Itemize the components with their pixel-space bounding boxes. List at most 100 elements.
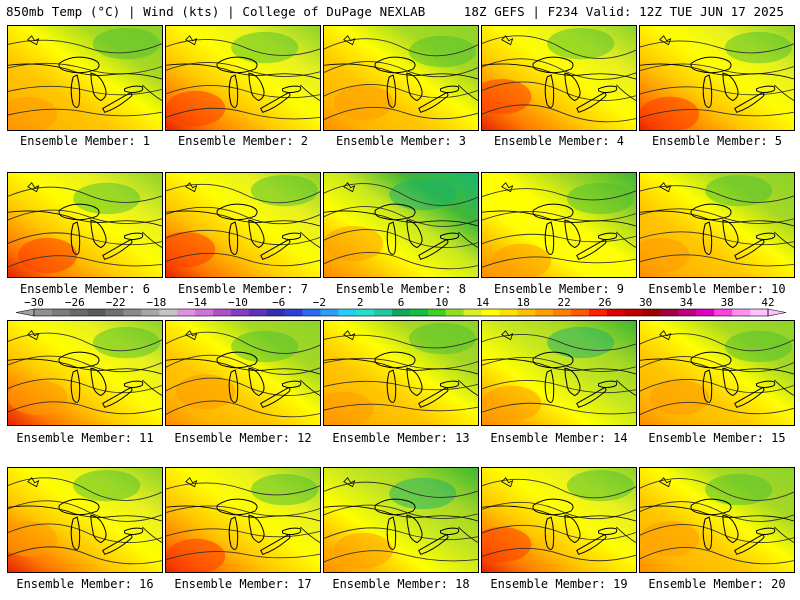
colorbar-swatch <box>409 309 429 316</box>
ensemble-map-panel <box>7 172 163 278</box>
colorbar-max-arrow <box>767 308 787 317</box>
ensemble-map-panel <box>481 320 637 426</box>
colorbar-swatch <box>445 309 464 316</box>
colorbar-swatch <box>732 309 751 316</box>
ensemble-map-panel <box>323 320 479 426</box>
colorbar-swatch <box>195 309 214 316</box>
colorbar-swatch <box>588 309 608 316</box>
colorbar-swatch <box>230 309 250 316</box>
colorbar-swatch <box>499 309 518 316</box>
temperature-map <box>482 321 636 425</box>
colorbar-min-arrow <box>15 308 35 317</box>
colorbar-tick-label: −6 <box>272 296 285 309</box>
panel-caption: Ensemble Member: 4 <box>493 134 625 148</box>
valid-time-label: 18Z GEFS | F234 Valid: 12Z TUE JUN 17 20… <box>463 4 784 19</box>
colorbar-tick-label: −18 <box>146 296 166 309</box>
colorbar-swatch <box>374 309 393 316</box>
temperature-colorbar: −30 −26 −22 −18 −14 −10 −6 −2 2 6 10 14 18 22 26 30 34 38… <box>15 296 787 317</box>
colorbar-swatch <box>624 309 643 316</box>
colorbar-tick-label: 30 <box>639 296 652 309</box>
panel-caption: Ensemble Member: 16 <box>16 577 154 591</box>
panel-caption: Ensemble Member: 14 <box>490 431 628 445</box>
colorbar-tick-label: 26 <box>598 296 611 309</box>
colorbar-swatch <box>284 309 303 316</box>
colorbar-swatch <box>517 309 536 316</box>
colorbar-tick-label: 22 <box>557 296 570 309</box>
colorbar-swatch <box>571 309 590 316</box>
colorbar-swatch <box>34 309 53 316</box>
ensemble-map-panel <box>165 467 321 573</box>
ensemble-map-panel <box>7 25 163 131</box>
temperature-map <box>166 26 320 130</box>
colorbar-swatch <box>123 309 142 316</box>
panel-caption: Ensemble Member: 1 <box>19 134 151 148</box>
colorbar-swatch <box>213 309 232 316</box>
temperature-map <box>8 26 162 130</box>
colorbar-swatch <box>392 309 411 316</box>
ensemble-map-panel <box>165 320 321 426</box>
colorbar-swatch <box>427 309 447 316</box>
panel-caption: Ensemble Member: 9 <box>493 282 625 296</box>
colorbar-swatch <box>320 309 339 316</box>
colorbar-tick-label: −30 <box>24 296 44 309</box>
temperature-map <box>640 321 794 425</box>
ensemble-map-panel <box>7 467 163 573</box>
panel-caption: Ensemble Member: 20 <box>648 577 786 591</box>
colorbar-swatch <box>678 309 697 316</box>
panel-caption: Ensemble Member: 18 <box>332 577 470 591</box>
colorbar-tick-label: 18 <box>517 296 530 309</box>
colorbar-swatch <box>248 309 268 316</box>
ensemble-map-panel <box>323 25 479 131</box>
colorbar-swatch <box>356 309 375 316</box>
panel-caption: Ensemble Member: 2 <box>177 134 309 148</box>
temperature-map <box>640 26 794 130</box>
colorbar-swatch <box>302 309 321 316</box>
colorbar-swatch <box>177 309 196 316</box>
colorbar-tick-label: −10 <box>228 296 248 309</box>
temperature-map <box>324 173 478 277</box>
panel-caption: Ensemble Member: 6 <box>19 282 151 296</box>
colorbar-tick-label: 38 <box>721 296 734 309</box>
temperature-map <box>482 468 636 572</box>
colorbar-tick-label: 34 <box>680 296 694 309</box>
colorbar-swatch <box>481 309 500 316</box>
ensemble-map-panel <box>639 320 795 426</box>
ensemble-map-panel <box>639 467 795 573</box>
colorbar-tick-label: −22 <box>106 296 126 309</box>
ensemble-map-panel <box>481 25 637 131</box>
panel-caption: Ensemble Member: 19 <box>490 577 628 591</box>
panel-caption: Ensemble Member: 8 <box>335 282 467 296</box>
colorbar-swatch <box>553 309 572 316</box>
temperature-map <box>640 468 794 572</box>
temperature-map <box>8 173 162 277</box>
colorbar-tick-label: −2 <box>313 296 326 309</box>
panel-caption: Ensemble Member: 13 <box>332 431 470 445</box>
colorbar-swatch <box>642 309 661 316</box>
ensemble-map-panel <box>639 172 795 278</box>
colorbar-tick-label: 10 <box>435 296 448 309</box>
ensemble-map-panel <box>481 467 637 573</box>
colorbar-swatch <box>266 309 285 316</box>
ensemble-map-panel <box>165 25 321 131</box>
panel-caption: Ensemble Member: 5 <box>651 134 783 148</box>
colorbar-swatch <box>696 309 715 316</box>
colorbar-swatch <box>338 309 357 316</box>
colorbar-swatch <box>714 309 733 316</box>
panel-caption: Ensemble Member: 7 <box>177 282 309 296</box>
temperature-map <box>324 321 478 425</box>
chart-title: 850mb Temp (°C) | Wind (kts) | College o… <box>6 4 426 19</box>
colorbar-tick-label: 6 <box>398 296 405 309</box>
colorbar-swatch <box>51 309 71 316</box>
temperature-map <box>324 468 478 572</box>
colorbar-tick-label: −26 <box>65 296 85 309</box>
colorbar-swatch <box>750 309 769 316</box>
panel-caption: Ensemble Member: 12 <box>174 431 312 445</box>
temperature-map <box>166 173 320 277</box>
panel-caption: Ensemble Member: 10 <box>648 282 786 296</box>
temperature-map <box>324 26 478 130</box>
panel-caption: Ensemble Member: 17 <box>174 577 312 591</box>
temperature-map <box>482 26 636 130</box>
colorbar-swatch <box>606 309 626 316</box>
ensemble-map-panel <box>639 25 795 131</box>
temperature-map <box>8 468 162 572</box>
